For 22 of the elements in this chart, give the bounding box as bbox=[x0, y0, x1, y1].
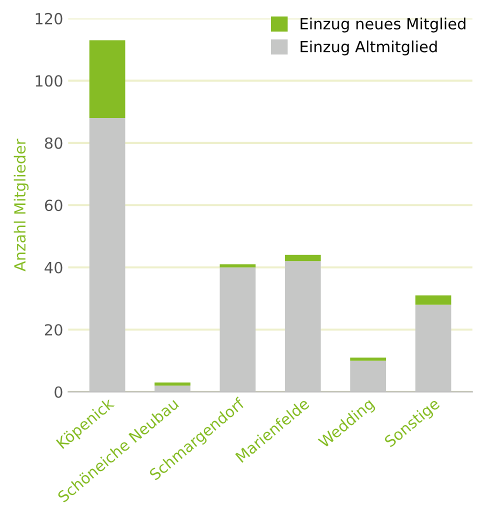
y-tick-label: 60 bbox=[44, 200, 62, 212]
bar bbox=[350, 360, 386, 392]
bar bbox=[284, 261, 321, 392]
bar bbox=[154, 386, 190, 392]
y-tick-label: 0 bbox=[54, 386, 62, 398]
y-tick-label: 40 bbox=[44, 262, 62, 274]
legend-label: Einzug neues Mitglied bbox=[300, 18, 466, 32]
y-tick-label: 20 bbox=[44, 324, 62, 336]
y-tick-label: 120 bbox=[36, 12, 62, 24]
bar bbox=[284, 254, 321, 262]
bar bbox=[89, 118, 126, 392]
y-tick-label: 100 bbox=[36, 75, 62, 87]
bar bbox=[415, 295, 452, 305]
bar bbox=[89, 40, 126, 118]
bar bbox=[350, 358, 386, 361]
bar bbox=[415, 304, 452, 392]
y-axis-title: Anzahl Mitglieder bbox=[14, 138, 29, 272]
bar bbox=[220, 267, 256, 392]
legend-label: Einzug Altmitglied bbox=[300, 40, 437, 56]
bar bbox=[154, 382, 190, 386]
bar bbox=[220, 264, 256, 268]
y-tick-label: 80 bbox=[44, 137, 62, 149]
